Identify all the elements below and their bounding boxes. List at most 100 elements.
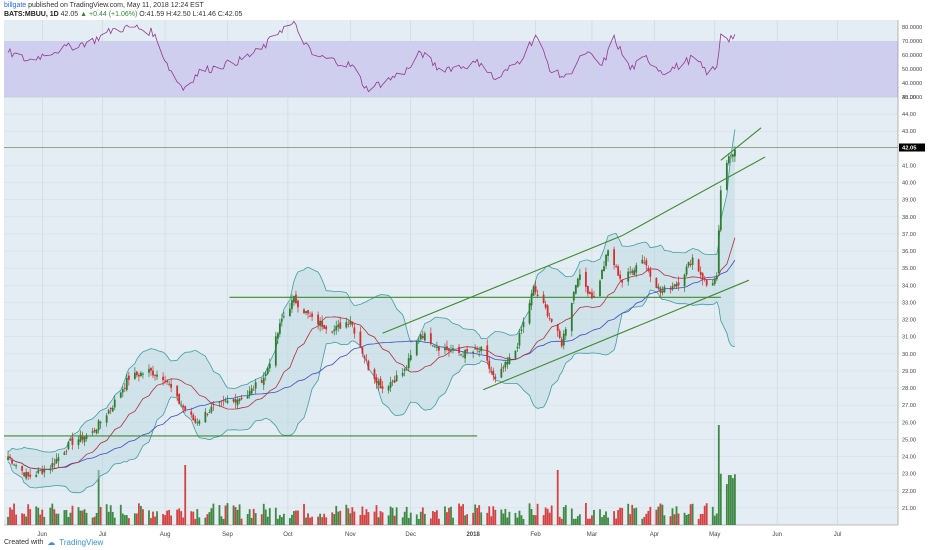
moving-average-blue <box>7 259 736 470</box>
candle-body <box>218 401 221 403</box>
volume-bar <box>365 509 368 525</box>
candle-body <box>635 265 638 273</box>
symbol-label[interactable]: BATS:MBUU, 1D <box>4 11 59 18</box>
candle-body <box>599 280 601 297</box>
volume-bar <box>373 511 376 525</box>
volume-bar <box>615 518 618 525</box>
candle-body <box>677 282 680 286</box>
candle-body <box>206 414 209 416</box>
candle-body <box>572 291 575 301</box>
volume-bar <box>289 518 291 525</box>
volume-bar <box>433 511 436 525</box>
candle-body <box>321 321 324 327</box>
volume-bar <box>560 518 563 525</box>
volume-bar <box>232 505 235 525</box>
volume-bar <box>506 517 509 525</box>
candle-body <box>462 356 464 358</box>
rsi-tick-label: 40.0000 <box>902 81 922 87</box>
volume-bar <box>35 506 38 525</box>
volume-bar <box>550 505 553 525</box>
candle-body <box>77 439 80 445</box>
candle-body <box>198 420 201 424</box>
volume-bar <box>142 509 144 525</box>
volume-bar <box>389 506 392 525</box>
last-price-text: 42.05 <box>60 11 79 18</box>
candle-body <box>701 273 704 280</box>
price-tick-label: 44.00 <box>902 112 916 118</box>
volume-bar <box>619 507 622 525</box>
candle-body <box>518 333 521 346</box>
candle-body <box>587 285 589 294</box>
candle-body <box>387 386 390 391</box>
volume-bar <box>27 504 30 525</box>
candle-body <box>119 392 122 398</box>
volume-bar <box>99 506 102 525</box>
candle-body <box>492 370 495 376</box>
volume-bar <box>278 515 281 525</box>
brand-link[interactable]: TradingView <box>59 538 104 547</box>
candle-body <box>260 380 263 383</box>
author-link[interactable]: billgate <box>4 2 27 9</box>
volume-bar <box>508 511 511 525</box>
candle-body <box>675 283 678 287</box>
candle-body <box>711 283 714 286</box>
volume-bar <box>578 514 581 525</box>
candle-body <box>347 323 350 325</box>
volume-bar <box>180 511 183 525</box>
volume-bar <box>645 513 648 525</box>
candle-body <box>373 369 376 379</box>
candle-body <box>307 310 309 314</box>
volume-bar <box>264 509 267 525</box>
volume-bar <box>311 516 313 525</box>
volume-bar <box>474 504 477 525</box>
candle-body <box>180 405 183 407</box>
candle-body <box>633 270 636 276</box>
volume-bar <box>339 510 342 525</box>
candle-body <box>208 412 211 413</box>
volume-bar <box>69 512 72 525</box>
volume-bar <box>494 509 497 525</box>
candle-body <box>452 348 454 350</box>
candle-body <box>393 380 396 383</box>
volume-bar <box>492 506 495 525</box>
volume-bar <box>184 465 187 525</box>
candle-body <box>713 278 716 284</box>
candle-body <box>135 371 138 376</box>
volume-bar <box>587 518 589 525</box>
volume-bar <box>542 515 545 525</box>
price-tick-label: 41.00 <box>902 163 916 169</box>
volume-bar <box>663 515 666 525</box>
candle-body <box>603 266 605 272</box>
candle-body <box>156 374 158 377</box>
volume-bar <box>140 505 142 525</box>
publish-line: billgate published on TradingView.com, M… <box>4 1 242 10</box>
candle-body <box>264 373 267 377</box>
volume-bar <box>407 517 410 525</box>
volume-bar <box>349 513 352 525</box>
x-tick-label: 2018 <box>466 532 480 538</box>
candle-body <box>613 249 616 266</box>
candle-body <box>137 374 140 377</box>
x-tick-label: Apr <box>650 532 659 538</box>
price-tick-label: 31.00 <box>902 335 916 341</box>
volume-bar <box>562 507 565 525</box>
volume-bar <box>421 507 424 525</box>
volume-bar <box>81 510 84 525</box>
volume-bar <box>685 515 688 525</box>
candle-body <box>544 304 547 308</box>
candle-body <box>729 155 732 157</box>
price-tick-label: 32.00 <box>902 318 916 324</box>
candle-body <box>401 372 404 376</box>
volume-bar <box>472 512 475 525</box>
volume-bar <box>500 509 503 525</box>
volume-bar <box>381 512 384 525</box>
volume-bar <box>77 507 80 525</box>
candle-body <box>438 346 440 351</box>
volume-bar <box>701 513 704 525</box>
volume-bar <box>331 512 334 525</box>
price-tick-label: 38.00 <box>902 215 916 221</box>
x-tick-label: Sep <box>222 532 233 538</box>
candle-body <box>629 271 632 273</box>
candle-body <box>727 156 730 164</box>
